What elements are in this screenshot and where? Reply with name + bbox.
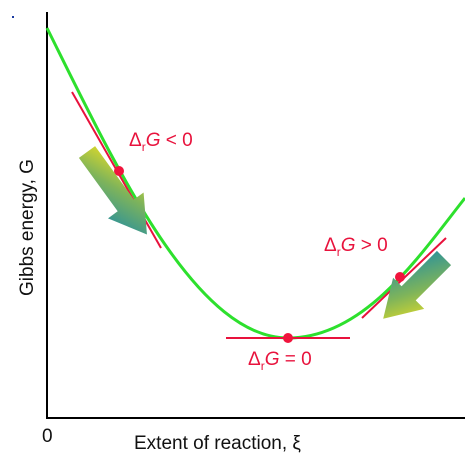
point-left (114, 166, 124, 176)
label-right: ΔrG > 0 (324, 235, 388, 259)
gibbs-curve (45, 27, 465, 340)
point-right (395, 272, 405, 282)
label-min: ΔrG = 0 (248, 349, 312, 373)
arrow-right-icon (383, 250, 452, 319)
label-left: ΔrG < 0 (129, 130, 193, 154)
y-axis-label: Gibbs energy, G (17, 159, 38, 296)
x-axis-label: Extent of reaction, ξ (134, 433, 301, 454)
arrow-left-icon (78, 146, 147, 235)
origin-label: 0 (42, 426, 53, 447)
corner-dot (12, 16, 14, 18)
point-min (283, 333, 293, 343)
